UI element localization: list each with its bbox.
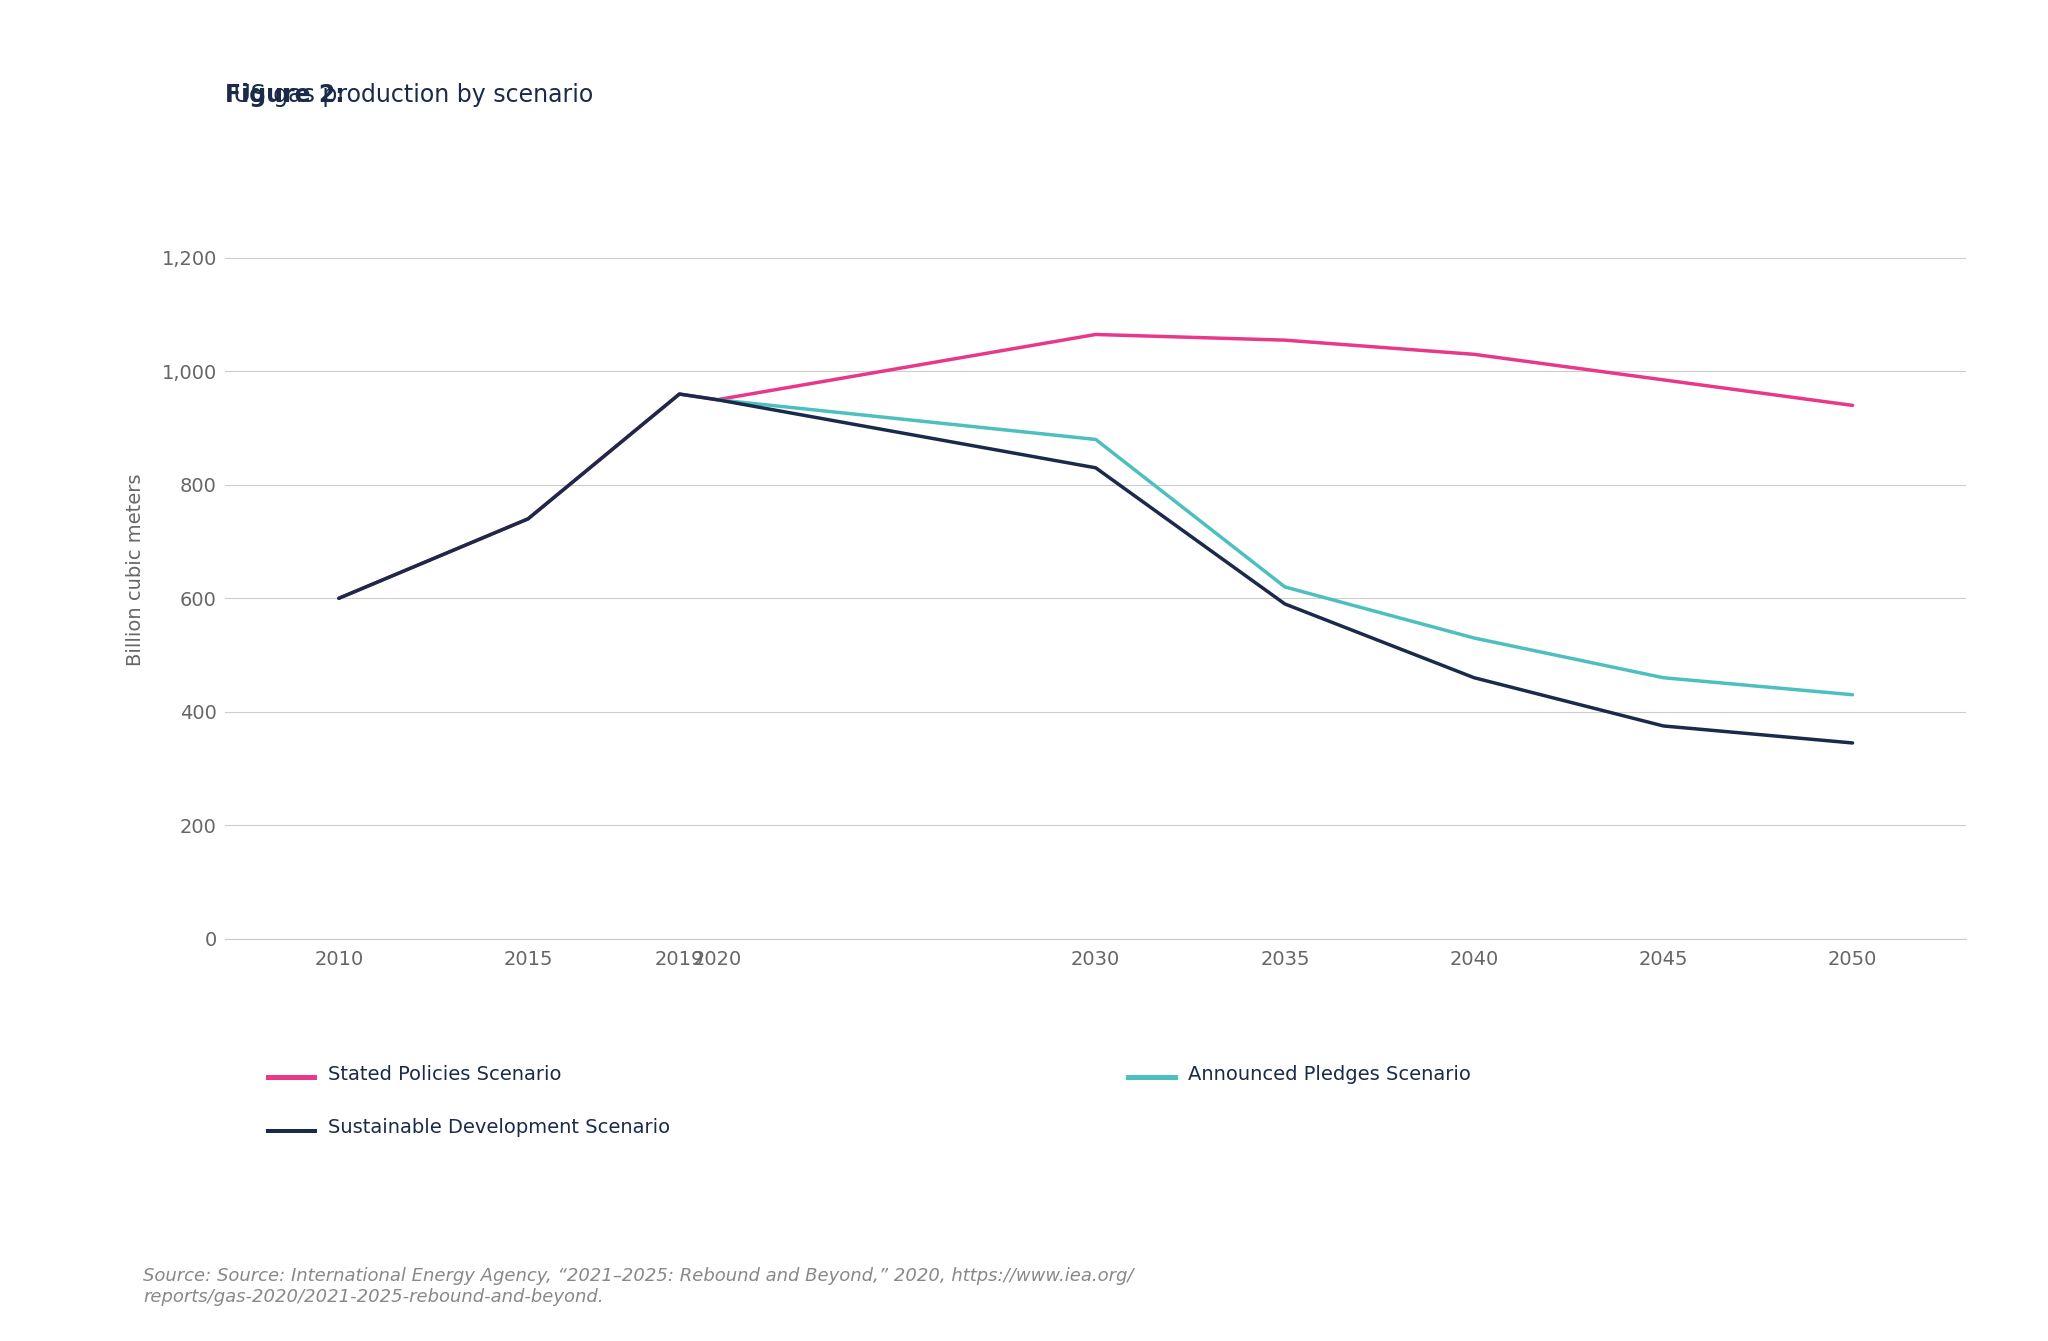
Y-axis label: Billion cubic meters: Billion cubic meters bbox=[125, 473, 145, 666]
Text: Stated Policies Scenario: Stated Policies Scenario bbox=[328, 1065, 561, 1084]
Text: Figure 2:: Figure 2: bbox=[225, 83, 344, 107]
Text: Sustainable Development Scenario: Sustainable Development Scenario bbox=[328, 1118, 670, 1137]
Text: Source: Source: International Energy Agency, “2021–2025: Rebound and Beyond,” 20: Source: Source: International Energy Age… bbox=[143, 1267, 1135, 1306]
Text: Announced Pledges Scenario: Announced Pledges Scenario bbox=[1188, 1065, 1470, 1084]
Text: US gas production by scenario: US gas production by scenario bbox=[225, 83, 594, 107]
